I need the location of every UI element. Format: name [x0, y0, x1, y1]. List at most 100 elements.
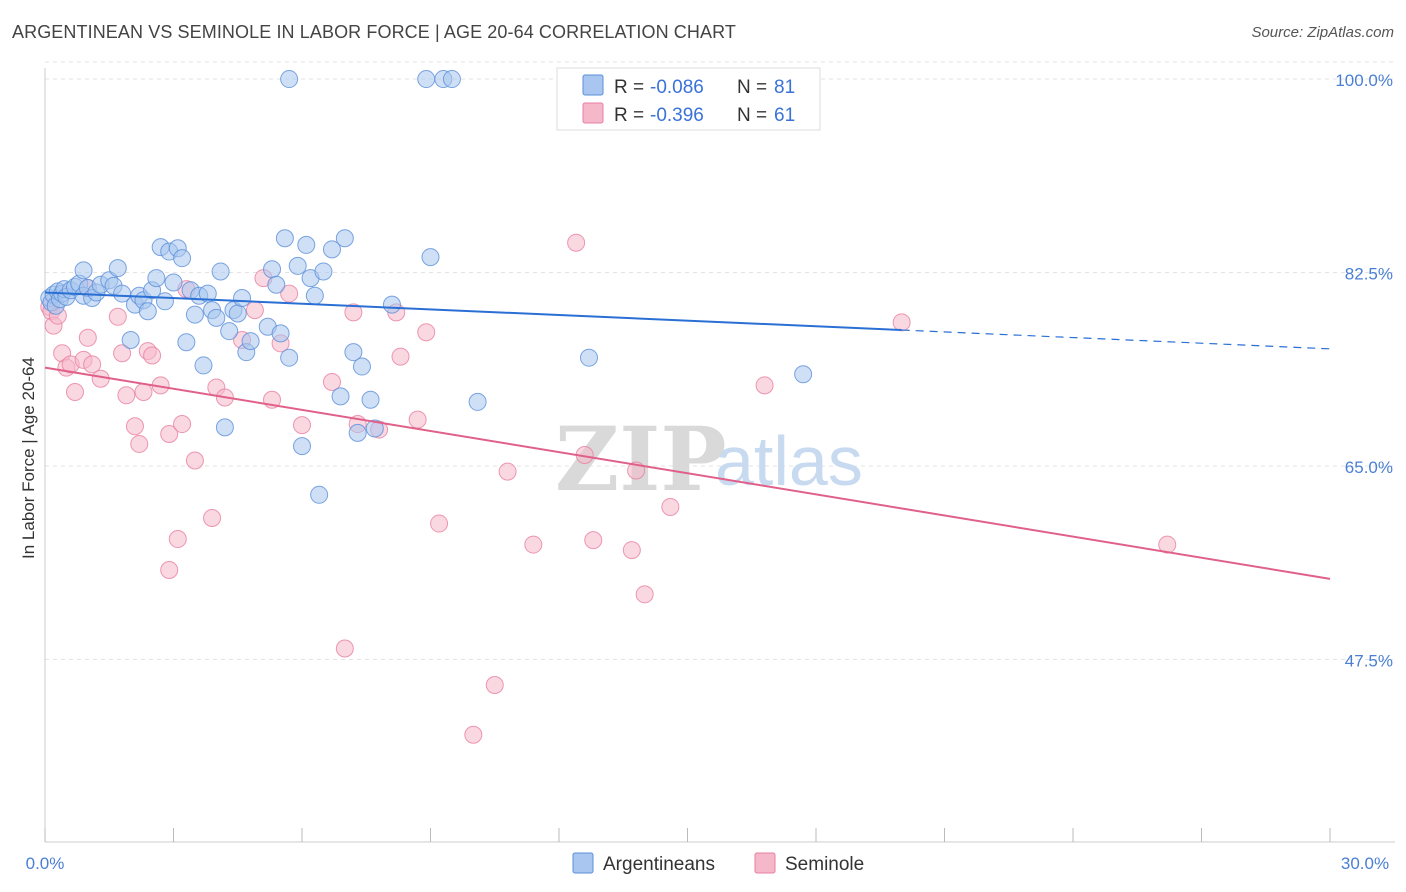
seminole-point	[280, 284, 299, 303]
argentinean-point	[335, 229, 354, 248]
series-legend: Argentineans Seminole	[572, 852, 864, 875]
argentinean-point	[121, 331, 140, 350]
seminole-point	[113, 344, 132, 363]
seminole-point	[78, 328, 97, 347]
seminole-point	[203, 509, 222, 528]
argentinean-point	[228, 304, 247, 323]
argentinean-point	[207, 308, 226, 327]
argentinean-point	[352, 357, 371, 376]
argentinean-point	[280, 348, 299, 367]
seminole-point	[130, 434, 149, 453]
legend-swatch-seminole	[582, 102, 604, 124]
seminole-point	[892, 313, 911, 332]
argentinean-point	[198, 284, 217, 303]
argentinean-point	[185, 305, 204, 324]
argentinean-point	[267, 275, 286, 294]
y-tick-label: 100.0%	[1335, 71, 1393, 90]
seminole-point	[524, 535, 543, 554]
seminole-point	[173, 415, 192, 434]
points	[40, 70, 1177, 744]
argentinean-point	[211, 262, 230, 281]
seminole-point	[584, 531, 603, 550]
seminole-point	[391, 347, 410, 366]
seminole-point	[160, 560, 179, 579]
argentinean-trend-extension	[901, 329, 1331, 350]
seminole-point	[464, 725, 483, 744]
seminole-point	[117, 386, 136, 405]
legend-n-value-2: 61	[774, 105, 795, 126]
trend-lines	[44, 291, 1331, 580]
stats-legend: R = -0.086 N = 81 R = -0.396 N = 61	[556, 67, 821, 131]
legend-n-label-2: N =	[737, 105, 767, 126]
seminole-point	[635, 585, 654, 604]
seminole-point	[344, 303, 363, 322]
argentinean-point	[421, 248, 440, 267]
seminole-point	[622, 541, 641, 560]
legend-r-value-1: -0.086	[650, 77, 704, 98]
argentinean-point	[322, 240, 341, 259]
argentinean-point	[147, 269, 166, 288]
argentinean-point	[305, 286, 324, 305]
y-tick-label: 82.5%	[1345, 265, 1393, 284]
argentinean-point	[280, 70, 299, 89]
axes: 0.0% 30.0%	[26, 68, 1395, 873]
argentinean-point	[442, 70, 461, 89]
argentinean-point	[579, 348, 598, 367]
argentinean-point	[365, 419, 384, 438]
series-legend-seminole: Seminole	[785, 854, 864, 875]
seminole-point	[322, 373, 341, 392]
argentinean-point	[344, 343, 363, 362]
legend-n-value-1: 81	[774, 77, 795, 98]
grid: 47.5% 65.0% 82.5% 100.0%	[45, 61, 1395, 671]
seminole-point	[335, 639, 354, 658]
seminole-point	[168, 530, 187, 549]
seminole-point	[65, 382, 84, 401]
argentinean-point	[275, 229, 294, 248]
x-tick-label-start: 0.0%	[26, 854, 65, 873]
argentinean-point	[263, 260, 282, 279]
chart-source: Source: ZipAtlas.com	[1251, 24, 1394, 41]
watermark: ZIP atlas	[555, 407, 863, 511]
seminole-point	[430, 514, 449, 533]
argentinean-point	[288, 256, 307, 275]
seminole-point	[143, 346, 162, 365]
legend-r-value-2: -0.396	[650, 105, 704, 126]
watermark-atlas: atlas	[715, 422, 863, 500]
y-axis-label: In Labor Force | Age 20-64	[19, 357, 38, 559]
argentinean-point	[138, 302, 157, 321]
seminole-point	[567, 233, 586, 252]
argentinean-point	[468, 392, 487, 411]
legend-r-label-2: R =	[614, 105, 644, 126]
argentinean-point	[417, 70, 436, 89]
legend-n-label-1: N =	[737, 77, 767, 98]
series-legend-argentineans: Argentineans	[603, 854, 715, 875]
y-tick-label: 65.0%	[1345, 458, 1393, 477]
argentinean-point	[173, 249, 192, 268]
argentinean-point	[220, 322, 239, 341]
argentinean-point	[74, 261, 93, 280]
chart-title: ARGENTINEAN VS SEMINOLE IN LABOR FORCE |…	[12, 22, 736, 42]
argentinean-point	[382, 295, 401, 314]
argentinean-point	[164, 273, 183, 292]
legend-swatch-argentineans	[582, 74, 604, 96]
legend-r-label-1: R =	[614, 77, 644, 98]
argentinean-point	[233, 288, 252, 307]
seminole-point	[498, 462, 517, 481]
argentinean-trend-line	[44, 291, 902, 332]
series-legend-swatch-argentineans	[572, 852, 594, 874]
seminole-point	[755, 376, 774, 395]
seminole-point	[417, 323, 436, 342]
argentinean-point	[297, 235, 316, 254]
seminole-point	[293, 416, 311, 435]
argentinean-point	[215, 418, 234, 437]
series-legend-swatch-seminole	[754, 852, 776, 874]
argentinean-point	[271, 324, 290, 343]
argentinean-point	[361, 390, 380, 409]
argentinean-point	[177, 333, 196, 352]
seminole-point	[485, 675, 504, 694]
x-tick-label-end: 30.0%	[1341, 854, 1389, 873]
seminole-point	[108, 307, 127, 326]
argentinean-point	[310, 485, 329, 504]
argentinean-point	[348, 423, 367, 442]
